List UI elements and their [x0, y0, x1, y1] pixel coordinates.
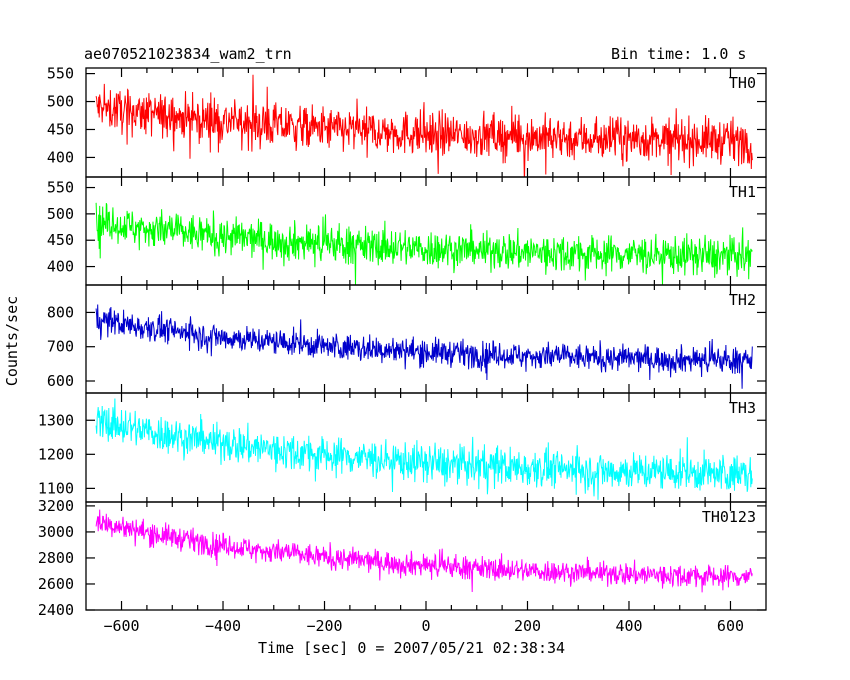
y-tick-label: 3200 [38, 497, 74, 515]
y-tick-label: 550 [47, 179, 74, 197]
series-line-th0 [95, 74, 753, 177]
y-tick-label: 1300 [38, 411, 74, 429]
panel-frame [85, 501, 767, 611]
y-tick-label: 500 [47, 205, 74, 223]
series-line-th0123 [95, 509, 753, 593]
y-tick-label: 1100 [38, 479, 74, 497]
x-tick-label: −400 [205, 617, 241, 635]
panel-frame [85, 67, 767, 178]
series-label-th3: TH3 [729, 399, 756, 417]
bin-time-label: Bin time: 1.0 s [611, 45, 747, 63]
y-tick-label: 450 [47, 120, 74, 138]
y-tick-label: 1200 [38, 445, 74, 463]
series-line-th2 [95, 304, 753, 389]
chart-title: ae070521023834_wam2_trn [84, 45, 292, 63]
x-tick-label: 200 [514, 617, 541, 635]
series-label-th1: TH1 [729, 183, 756, 201]
y-tick-label: 550 [47, 65, 74, 83]
y-tick-label: 2400 [38, 601, 74, 619]
y-tick-label: 500 [47, 93, 74, 111]
y-tick-label: 800 [47, 303, 74, 321]
x-tick-label: 600 [717, 617, 744, 635]
y-tick-label: 700 [47, 338, 74, 356]
y-tick-label: 400 [47, 258, 74, 276]
y-tick-label: 600 [47, 372, 74, 390]
series-line-th1 [95, 202, 753, 285]
series-label-th2: TH2 [729, 291, 756, 309]
series-line-th3 [95, 398, 753, 500]
y-tick-label: 2600 [38, 575, 74, 593]
y-tick-label: 400 [47, 148, 74, 166]
x-tick-label: −200 [306, 617, 342, 635]
x-tick-label: 400 [615, 617, 642, 635]
series-label-th0123: TH0123 [702, 508, 756, 526]
y-tick-label: 2800 [38, 549, 74, 567]
panel-frame [85, 284, 767, 394]
x-tick-label: −600 [103, 617, 139, 635]
y-tick-label: 3000 [38, 523, 74, 541]
x-axis-label: Time [sec] 0 = 2007/05/21 02:38:34 [258, 639, 566, 657]
y-tick-label: 450 [47, 231, 74, 249]
series-label-th0: TH0 [729, 74, 756, 92]
x-tick-label: 0 [421, 617, 430, 635]
